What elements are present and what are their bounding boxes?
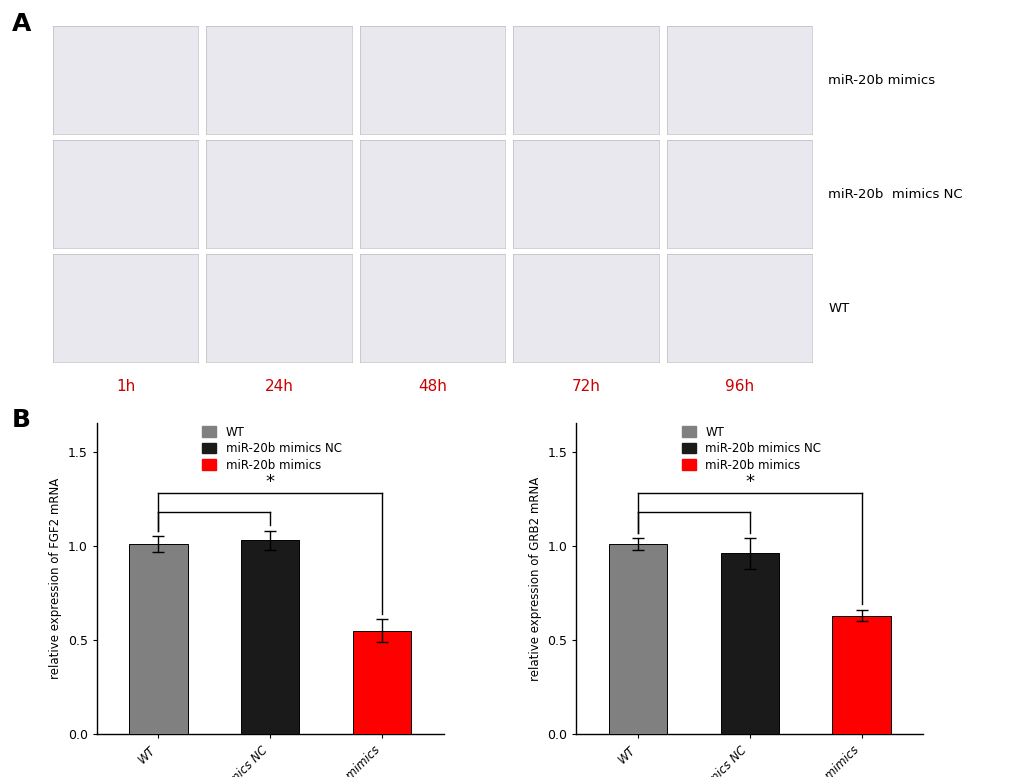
Legend: WT, miR-20b mimics NC, miR-20b mimics: WT, miR-20b mimics NC, miR-20b mimics [679, 423, 822, 474]
Y-axis label: relative expression of FGF2 mRNA: relative expression of FGF2 mRNA [49, 478, 62, 680]
Text: miR-20b  mimics NC: miR-20b mimics NC [827, 188, 962, 200]
Text: A: A [12, 12, 32, 36]
Bar [832, 615, 890, 734]
Text: miR-20b mimics: miR-20b mimics [827, 74, 934, 87]
Bar [129, 544, 187, 734]
Bar [240, 540, 300, 734]
Text: 24h: 24h [264, 379, 293, 394]
Text: *: * [266, 473, 274, 491]
Y-axis label: relative expression of GRB2 mRNA: relative expression of GRB2 mRNA [528, 477, 541, 681]
Bar [719, 553, 779, 734]
Text: 72h: 72h [571, 379, 600, 394]
Legend: WT, miR-20b mimics NC, miR-20b mimics: WT, miR-20b mimics NC, miR-20b mimics [200, 423, 343, 474]
Bar [608, 544, 666, 734]
Text: 1h: 1h [116, 379, 136, 394]
Bar [353, 631, 411, 734]
Text: B: B [12, 408, 32, 432]
Text: 48h: 48h [418, 379, 446, 394]
Text: WT: WT [827, 301, 849, 315]
Text: *: * [745, 473, 753, 491]
Text: 96h: 96h [725, 379, 753, 394]
